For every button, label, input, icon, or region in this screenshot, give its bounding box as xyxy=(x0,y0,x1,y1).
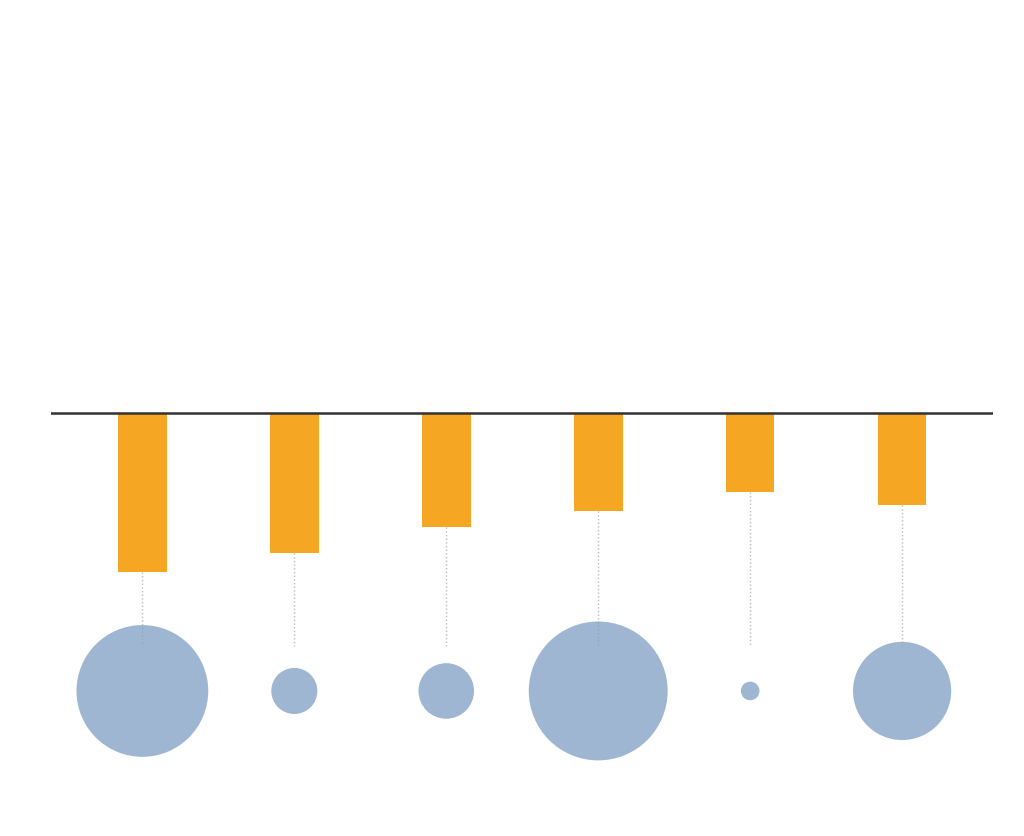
Bar xyxy=(118,413,167,572)
Point xyxy=(590,684,606,697)
Point xyxy=(134,684,151,697)
Point xyxy=(286,684,302,697)
Bar xyxy=(422,413,471,528)
Point xyxy=(742,684,759,697)
Point xyxy=(894,684,910,697)
Bar xyxy=(573,413,623,512)
Point xyxy=(438,684,455,697)
Bar xyxy=(726,413,774,492)
Bar xyxy=(878,413,927,505)
Bar xyxy=(270,413,318,553)
